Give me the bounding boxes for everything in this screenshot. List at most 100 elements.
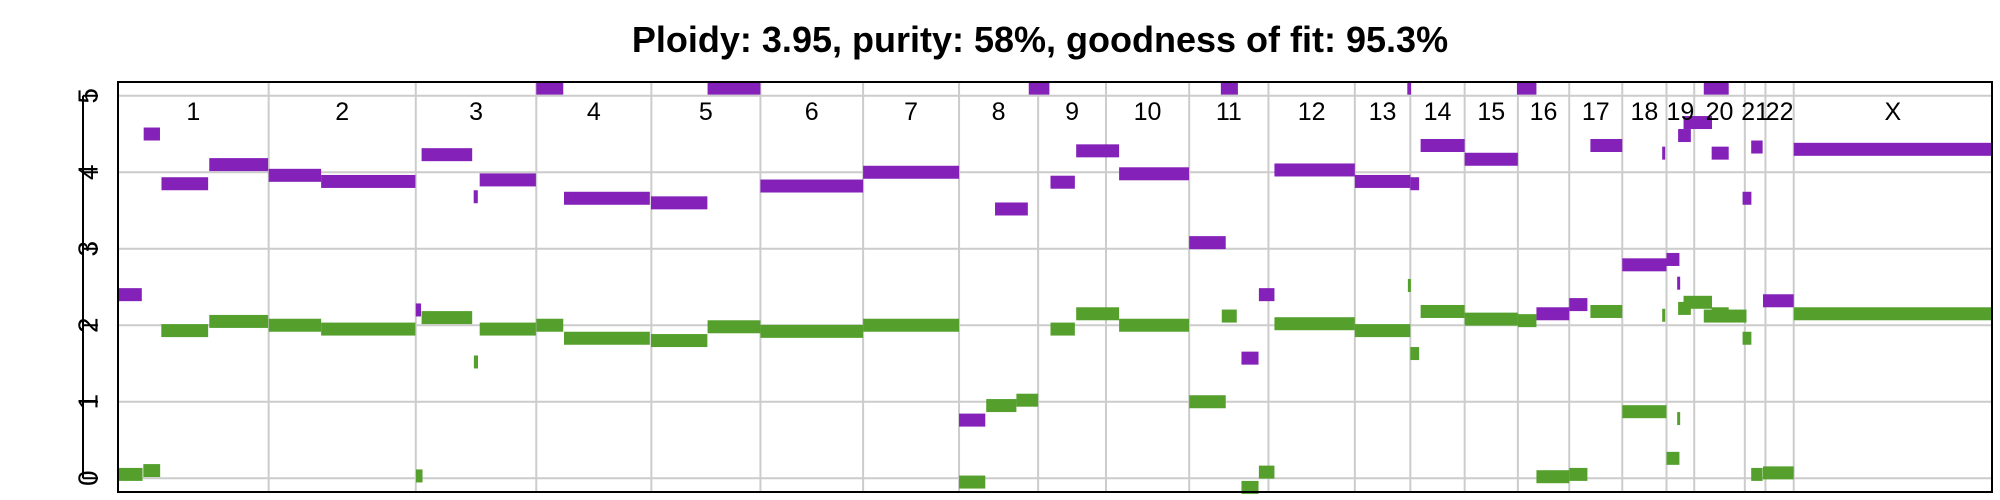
minor-copy-number-segment bbox=[421, 311, 473, 325]
chromosome-label: 9 bbox=[1065, 98, 1079, 126]
minor-copy-number-segment bbox=[1662, 308, 1666, 322]
minor-copy-number-segment bbox=[1410, 347, 1420, 361]
chromosome-label: 6 bbox=[805, 98, 819, 126]
chromosome-label: X bbox=[1885, 98, 1902, 126]
major-copy-number-segment bbox=[143, 127, 160, 141]
minor-copy-number-segment bbox=[1742, 331, 1752, 345]
grid bbox=[118, 82, 1992, 492]
minor-copy-number-segment bbox=[760, 324, 864, 338]
major-copy-number-segment bbox=[1536, 307, 1570, 321]
minor-copy-number-segment bbox=[1683, 295, 1713, 309]
major-copy-number-segment bbox=[1028, 81, 1050, 95]
major-copy-number-segment bbox=[1662, 146, 1666, 160]
minor-copy-number-segment bbox=[321, 322, 416, 336]
major-copy-number-segment bbox=[1050, 175, 1075, 189]
minor-copy-number-segment bbox=[986, 399, 1017, 413]
minor-copy-number-segment bbox=[564, 331, 650, 345]
y-tick-label: 4 bbox=[73, 164, 104, 180]
y-tick-label: 5 bbox=[73, 88, 104, 104]
chromosome-label: 3 bbox=[469, 98, 483, 126]
chromosome-label: 19 bbox=[1666, 98, 1694, 126]
minor-copy-number-segment bbox=[415, 469, 423, 483]
chromosome-label: 11 bbox=[1216, 98, 1242, 126]
major-copy-number-segment bbox=[959, 413, 986, 427]
major-copy-number-segment bbox=[161, 177, 209, 191]
major-copy-number-segment bbox=[863, 165, 960, 179]
major-copy-number-segment bbox=[209, 158, 269, 172]
chromosome-label: 13 bbox=[1369, 98, 1397, 126]
major-copy-number-segment bbox=[1683, 116, 1713, 130]
major-copy-number-segment bbox=[1677, 276, 1681, 290]
minor-copy-number-segment bbox=[1677, 412, 1681, 426]
minor-copy-number-segment bbox=[1703, 309, 1747, 323]
major-copy-number-segment bbox=[1420, 138, 1465, 152]
major-copy-number-segment bbox=[1258, 288, 1275, 302]
minor-copy-number-segment bbox=[536, 318, 564, 332]
minor-copy-number-segment bbox=[1536, 470, 1570, 484]
minor-copy-number-segment bbox=[650, 334, 708, 348]
chromosome-label: 14 bbox=[1424, 98, 1452, 126]
minor-copy-number-segment bbox=[1464, 312, 1518, 326]
minor-copy-number-segment bbox=[143, 464, 161, 478]
major-copy-number-segment bbox=[1274, 163, 1355, 177]
minor-copy-number-segment bbox=[1241, 480, 1259, 494]
minor-copy-number-segment bbox=[1119, 318, 1189, 332]
minor-copy-number-segment bbox=[959, 475, 986, 489]
major-copy-number-segment bbox=[995, 202, 1028, 216]
minor-copy-number-segment bbox=[118, 467, 143, 481]
major-copy-number-segment bbox=[1793, 142, 1992, 156]
chromosome-label: 21 bbox=[1741, 98, 1769, 126]
minor-copy-number-segment bbox=[473, 355, 478, 369]
minor-copy-number-segment bbox=[707, 320, 761, 334]
minor-copy-number-segment bbox=[268, 318, 322, 332]
y-tick-label: 3 bbox=[73, 241, 104, 257]
chromosome-label: 7 bbox=[904, 98, 918, 126]
minor-copy-number-segment bbox=[1189, 395, 1226, 409]
major-copy-number-segment bbox=[1354, 174, 1411, 188]
minor-copy-number-segment bbox=[1590, 304, 1623, 318]
major-copy-number-segment bbox=[1703, 81, 1729, 95]
chromosome-label: 10 bbox=[1134, 98, 1162, 126]
minor-copy-number-segment bbox=[1258, 465, 1275, 479]
major-copy-number-segment bbox=[473, 190, 478, 204]
major-copy-number-segment bbox=[1762, 294, 1794, 308]
major-copy-number-segment bbox=[415, 303, 422, 317]
minor-copy-number-segment bbox=[209, 314, 269, 328]
major-copy-number-segment bbox=[1516, 81, 1537, 95]
chromosome-label: 12 bbox=[1298, 98, 1326, 126]
minor-copy-number-segment bbox=[1622, 405, 1667, 419]
major-copy-number-segment bbox=[1407, 81, 1412, 95]
chromosome-label: 8 bbox=[992, 98, 1006, 126]
segments bbox=[118, 81, 1992, 494]
y-tick-label: 2 bbox=[73, 317, 104, 333]
minor-copy-number-segment bbox=[161, 324, 209, 338]
y-tick-label: 1 bbox=[73, 394, 104, 410]
major-copy-number-segment bbox=[1622, 258, 1667, 272]
minor-copy-number-segment bbox=[863, 318, 960, 332]
major-copy-number-segment bbox=[421, 148, 473, 162]
major-copy-number-segment bbox=[1711, 146, 1729, 160]
major-copy-number-segment bbox=[321, 174, 416, 188]
minor-copy-number-segment bbox=[1751, 467, 1763, 481]
chromosome-label: 15 bbox=[1477, 98, 1505, 126]
chromosome-label: 20 bbox=[1706, 98, 1734, 126]
major-copy-number-segment bbox=[1666, 252, 1680, 266]
chromosome-label: 18 bbox=[1630, 98, 1658, 126]
major-copy-number-segment bbox=[1241, 351, 1259, 365]
minor-copy-number-segment bbox=[1762, 466, 1794, 480]
major-copy-number-segment bbox=[118, 288, 142, 302]
minor-copy-number-segment bbox=[1666, 451, 1680, 465]
major-copy-number-segment bbox=[268, 168, 322, 182]
minor-copy-number-segment bbox=[1016, 393, 1039, 407]
major-copy-number-segment bbox=[536, 81, 564, 95]
minor-copy-number-segment bbox=[1407, 278, 1411, 292]
minor-copy-number-segment bbox=[1420, 304, 1465, 318]
minor-copy-number-segment bbox=[1354, 324, 1411, 338]
major-copy-number-segment bbox=[1751, 140, 1763, 154]
chromosome-label: 17 bbox=[1582, 98, 1610, 126]
minor-copy-number-segment bbox=[1050, 322, 1075, 336]
chromosome-label: 5 bbox=[699, 98, 713, 126]
major-copy-number-segment bbox=[1590, 138, 1623, 152]
major-copy-number-segment bbox=[1220, 81, 1238, 95]
